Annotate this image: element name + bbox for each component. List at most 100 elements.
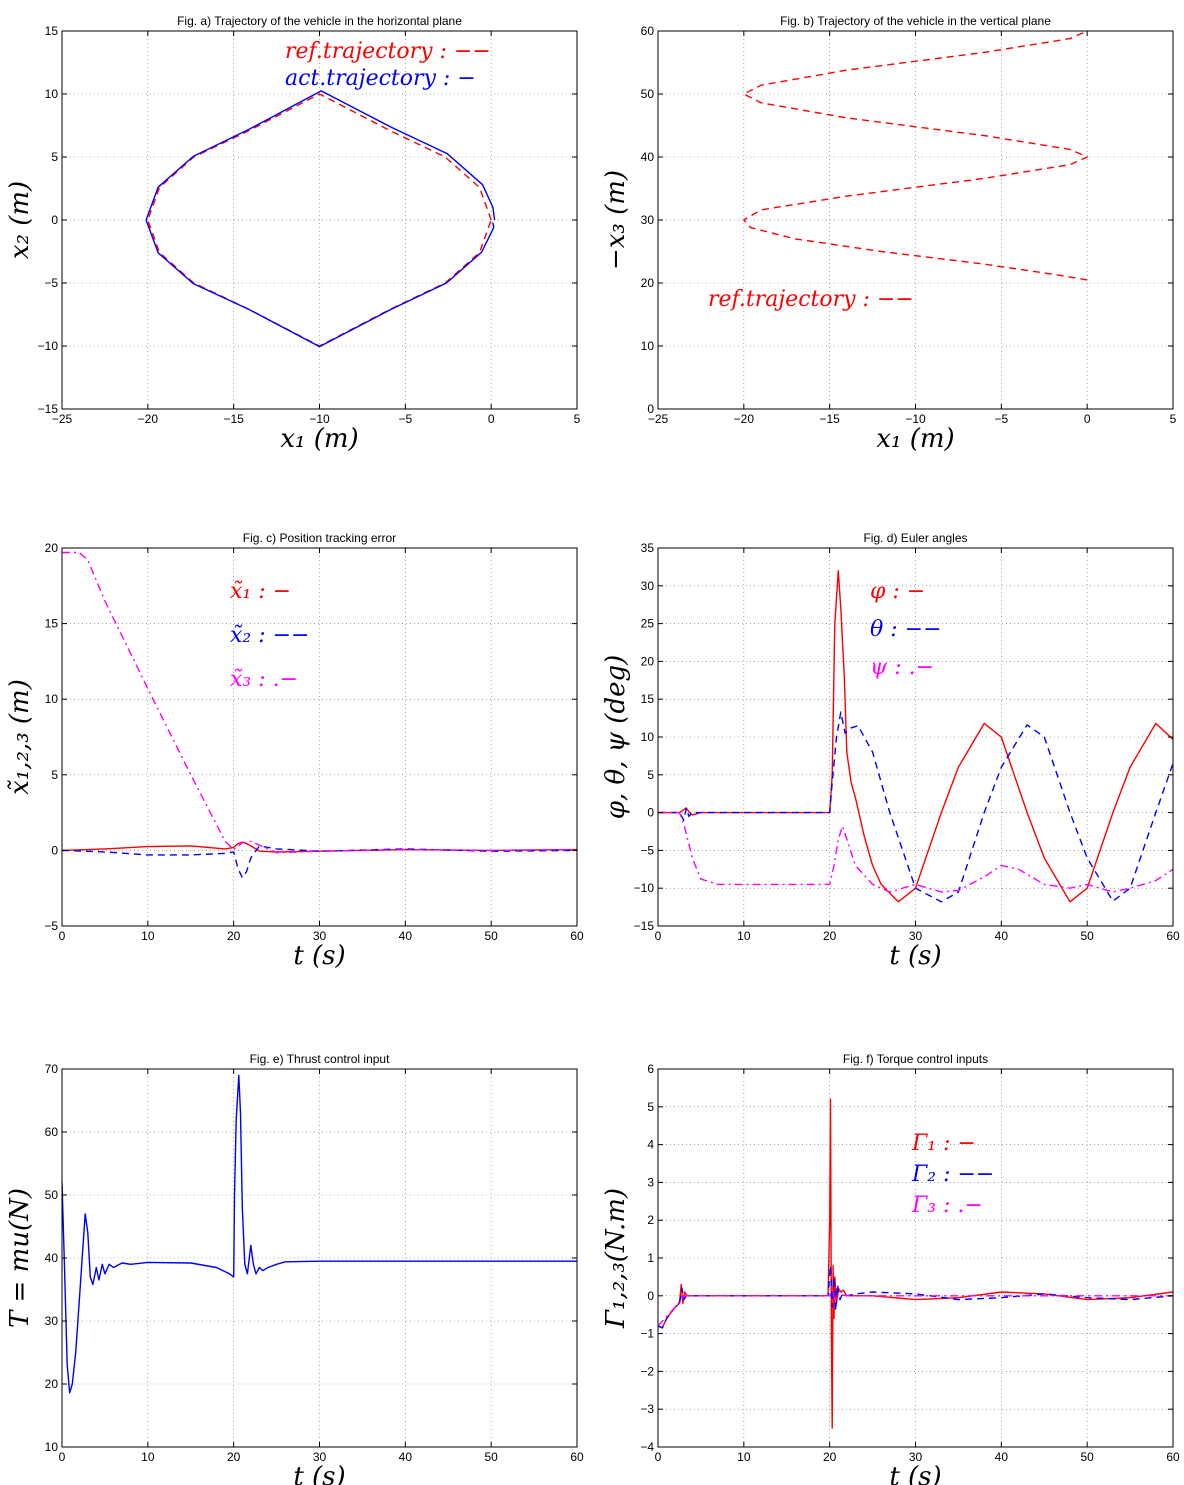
legend-entry: Γ₃ : .− xyxy=(911,1193,983,1218)
legend-entry: ref.trajectory : −− xyxy=(708,287,914,312)
x-tick-label: 60 xyxy=(1166,929,1180,943)
legend-entry: ref.trajectory : −− xyxy=(285,39,491,64)
y-tick-label: 15 xyxy=(641,692,655,706)
y-tick-label: 20 xyxy=(45,541,59,555)
y-tick-label: 15 xyxy=(45,617,59,631)
series-line-blue xyxy=(658,1264,1173,1329)
y-tick-label: 2 xyxy=(647,1213,654,1227)
legend-entry: act.trajectory : − xyxy=(285,66,476,91)
y-tick-label: −4 xyxy=(640,1440,654,1454)
series-line-magenta xyxy=(62,551,577,854)
y-tick-label: 30 xyxy=(45,1314,59,1328)
series-line-red xyxy=(147,93,492,347)
y-tick-label: 0 xyxy=(647,402,654,416)
x-tick-label: 10 xyxy=(141,1450,155,1464)
x-axis-label: t (s) xyxy=(889,941,941,971)
x-axis-label: x₁ (m) xyxy=(876,424,954,454)
y-tick-label: 70 xyxy=(45,1062,59,1076)
x-tick-label: 30 xyxy=(313,929,327,943)
y-axis-label: Γ₁,₂,₃(N.m) xyxy=(601,1188,631,1329)
chart-title: Fig. e) Thrust control input xyxy=(250,1052,391,1066)
y-tick-label: −10 xyxy=(634,881,655,895)
x-tick-label: 20 xyxy=(823,1450,837,1464)
x-tick-label: 5 xyxy=(1170,412,1177,426)
chart-title: Fig. d) Euler angles xyxy=(863,531,967,545)
y-tick-label: −3 xyxy=(640,1402,654,1416)
y-tick-label: −5 xyxy=(44,919,58,933)
y-tick-label: −10 xyxy=(38,339,59,353)
x-tick-label: −10 xyxy=(905,412,926,426)
y-tick-label: 20 xyxy=(45,1377,59,1391)
y-tick-label: 10 xyxy=(641,730,655,744)
x-tick-label: 0 xyxy=(59,929,66,943)
x-tick-label: 40 xyxy=(995,929,1009,943)
y-tick-label: −15 xyxy=(38,402,59,416)
chart-title: Fig. b) Trajectory of the vehicle in the… xyxy=(780,14,1051,28)
y-tick-label: 10 xyxy=(641,339,655,353)
x-tick-label: 0 xyxy=(59,1450,66,1464)
y-tick-label: 4 xyxy=(647,1138,654,1152)
x-tick-label: 0 xyxy=(655,929,662,943)
legend-entry: Γ₂ : −− xyxy=(911,1162,994,1187)
x-tick-label: 10 xyxy=(737,1450,751,1464)
x-tick-label: 40 xyxy=(399,1450,413,1464)
x-tick-label: −25 xyxy=(52,412,73,426)
y-tick-label: 15 xyxy=(45,24,59,38)
x-tick-label: 0 xyxy=(655,1450,662,1464)
x-tick-label: 20 xyxy=(227,1450,241,1464)
y-tick-label: 0 xyxy=(51,843,58,857)
chart-c: Fig. c) Position tracking error 0 10 20 30 40… xyxy=(5,531,584,971)
x-tick-label: 20 xyxy=(227,929,241,943)
y-tick-label: −5 xyxy=(44,276,58,290)
legend-entry: x̃₃ : .− xyxy=(230,667,298,692)
y-tick-label: 3 xyxy=(647,1175,654,1189)
x-tick-label: 60 xyxy=(570,929,584,943)
x-tick-label: 5 xyxy=(574,412,581,426)
series-line-magenta xyxy=(658,811,1173,893)
y-tick-label: 50 xyxy=(641,87,655,101)
y-tick-label: 0 xyxy=(647,1289,654,1303)
y-tick-label: 5 xyxy=(51,768,58,782)
y-tick-label: −5 xyxy=(640,843,654,857)
y-axis-label: x₂ (m) xyxy=(5,181,35,259)
x-tick-label: −15 xyxy=(223,412,244,426)
x-axis-label: t (s) xyxy=(293,1462,345,1485)
y-tick-label: 1 xyxy=(647,1251,654,1265)
y-tick-label: −2 xyxy=(640,1364,654,1378)
x-axis-label: t (s) xyxy=(293,941,345,971)
y-tick-label: 25 xyxy=(641,617,655,631)
y-tick-label: 10 xyxy=(45,87,59,101)
x-tick-label: 50 xyxy=(484,1450,498,1464)
legend-entry: Γ₁ : − xyxy=(911,1131,976,1156)
y-tick-label: 0 xyxy=(51,213,58,227)
y-axis-label: φ, θ, ψ (deg) xyxy=(601,655,631,820)
legend-entry: x̃₂ : −− xyxy=(230,623,310,648)
series-line-red xyxy=(658,570,1173,903)
y-tick-label: 0 xyxy=(647,806,654,820)
x-tick-label: 50 xyxy=(1080,1450,1094,1464)
y-tick-label: 35 xyxy=(641,541,655,555)
y-tick-label: −1 xyxy=(640,1327,654,1341)
y-tick-label: 40 xyxy=(641,150,655,164)
x-tick-label: −20 xyxy=(138,412,159,426)
x-tick-label: 50 xyxy=(484,929,498,943)
y-tick-label: 10 xyxy=(45,1440,59,1454)
y-tick-label: 60 xyxy=(641,24,655,38)
chart-title: Fig. f) Torque control inputs xyxy=(843,1052,988,1066)
x-tick-label: 0 xyxy=(488,412,495,426)
y-tick-label: 5 xyxy=(647,1100,654,1114)
series-line-blue xyxy=(145,90,496,348)
chart-title: Fig. a) Trajectory of the vehicle in the… xyxy=(177,14,462,28)
x-axis-label: x₁ (m) xyxy=(280,424,358,454)
x-tick-label: −20 xyxy=(734,412,755,426)
x-tick-label: 10 xyxy=(737,929,751,943)
x-tick-label: 10 xyxy=(141,929,155,943)
y-axis-label: −x₃ (m) xyxy=(601,170,631,270)
y-tick-label: 20 xyxy=(641,654,655,668)
x-tick-label: 60 xyxy=(1166,1450,1180,1464)
series-line-magenta xyxy=(658,1287,1173,1327)
y-tick-label: −15 xyxy=(634,919,655,933)
